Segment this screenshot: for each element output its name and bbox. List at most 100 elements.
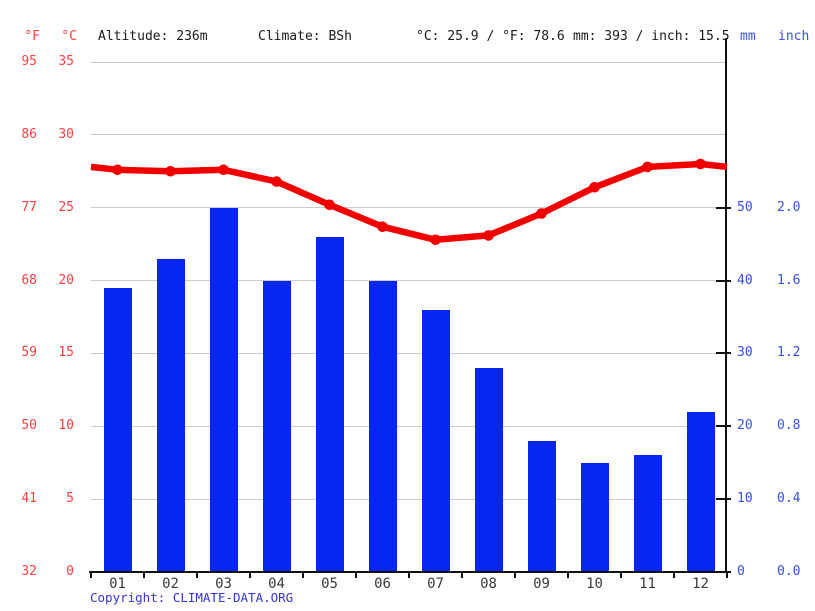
gridline xyxy=(91,134,727,136)
bottom-axis-tick xyxy=(461,571,463,578)
gridline xyxy=(91,425,727,427)
temperature-point xyxy=(536,208,547,219)
bottom-axis-tick xyxy=(514,571,516,578)
axis-label-mm: 30 xyxy=(737,345,753,361)
axis-label-c: 10 xyxy=(58,418,74,434)
precipitation-bar xyxy=(686,411,715,572)
copyright-label: Copyright: xyxy=(90,590,166,605)
axis-label-c: 0 xyxy=(66,564,74,579)
precipitation-bar xyxy=(156,258,185,572)
bottom-axis xyxy=(89,571,729,573)
header-temperature-summary: °C: 25.9 / °F: 78.6 xyxy=(416,29,565,44)
month-label: 09 xyxy=(533,576,550,592)
axis-label-mm: 40 xyxy=(737,272,753,288)
right-axis-tick xyxy=(716,498,731,501)
axis-label-inch: 0.0 xyxy=(777,564,801,579)
precipitation-bar xyxy=(209,207,238,572)
month-label: 10 xyxy=(586,576,603,592)
copyright: Copyright: CLIMATE-DATA.ORG xyxy=(90,590,293,606)
bottom-axis-tick xyxy=(143,571,145,578)
axis-label-f: 50 xyxy=(21,418,37,434)
axis-label-inch: 0.8 xyxy=(777,418,801,434)
header-unit-inch: inch xyxy=(778,29,810,44)
axis-label-inch: 1.6 xyxy=(777,272,801,288)
gridline xyxy=(91,280,727,282)
temperature-point xyxy=(324,199,335,211)
precipitation-bar xyxy=(368,280,397,572)
month-label: 03 xyxy=(215,576,232,592)
temperature-point xyxy=(218,164,229,176)
axis-label-inch: 1.2 xyxy=(777,345,801,361)
month-label: 07 xyxy=(427,576,444,592)
right-axis-tick xyxy=(716,425,731,428)
month-label: 06 xyxy=(374,576,391,592)
header-unit-c: °C xyxy=(61,29,77,44)
month-label: 05 xyxy=(321,576,338,592)
axis-label-f: 77 xyxy=(21,199,37,215)
precipitation-bar xyxy=(527,440,556,572)
axis-label-f: 59 xyxy=(21,345,37,361)
gridline xyxy=(91,498,727,500)
bottom-axis-tick xyxy=(726,571,728,578)
temperature-polyline xyxy=(90,160,728,244)
temperature-point xyxy=(642,161,653,173)
axis-label-f: 86 xyxy=(21,126,37,142)
axis-label-mm: 20 xyxy=(737,418,753,434)
axis-label-mm: 50 xyxy=(737,199,753,215)
axis-label-f: 68 xyxy=(21,272,37,288)
right-axis-tick xyxy=(716,279,731,282)
precipitation-bar xyxy=(474,368,503,572)
axis-label-mm: 0 xyxy=(737,564,745,579)
bottom-axis-tick xyxy=(196,571,198,578)
bottom-axis-tick xyxy=(673,571,675,578)
temperature-point xyxy=(430,234,441,246)
header-precipitation-summary: mm: 393 / inch: 15.5 xyxy=(573,29,730,44)
axis-label-c: 15 xyxy=(58,345,74,361)
gridline xyxy=(91,61,727,63)
axis-label-f: 41 xyxy=(21,491,37,507)
header-unit-mm: mm xyxy=(740,29,756,44)
precipitation-bar xyxy=(633,455,662,572)
header-unit-f: °F xyxy=(24,29,40,44)
bottom-axis-tick xyxy=(408,571,410,578)
copyright-link[interactable]: CLIMATE-DATA.ORG xyxy=(172,590,294,605)
month-label: 11 xyxy=(639,576,656,592)
gridline xyxy=(91,207,727,209)
gridline xyxy=(91,352,727,354)
bottom-axis-tick xyxy=(355,571,357,578)
month-label: 08 xyxy=(480,576,497,592)
right-axis-tick xyxy=(716,352,731,355)
month-label: 01 xyxy=(109,576,126,592)
header-altitude: Altitude: 236m xyxy=(98,29,208,44)
month-label: 04 xyxy=(268,576,285,592)
bottom-axis-tick xyxy=(302,571,304,578)
bottom-axis-tick xyxy=(620,571,622,578)
header-climate: Climate: BSh xyxy=(258,29,352,44)
axis-label-c: 30 xyxy=(58,126,74,142)
temperature-point xyxy=(271,176,282,187)
precipitation-bar xyxy=(421,309,450,572)
right-axis xyxy=(725,38,727,573)
axis-label-c: 20 xyxy=(58,272,74,288)
axis-label-c: 25 xyxy=(58,199,74,215)
axis-label-inch: 2.0 xyxy=(777,199,801,215)
bottom-axis-tick xyxy=(90,571,92,578)
temperature-point xyxy=(165,166,176,177)
temperature-point xyxy=(377,221,388,232)
bottom-axis-tick xyxy=(567,571,569,578)
right-axis-tick xyxy=(716,206,731,209)
temperature-point xyxy=(112,164,123,176)
precipitation-bar xyxy=(315,236,344,572)
axis-label-inch: 0.4 xyxy=(777,491,801,507)
precipitation-bar xyxy=(580,462,609,572)
bottom-axis-tick xyxy=(249,571,251,578)
axis-label-mm: 10 xyxy=(737,491,753,507)
precipitation-bar xyxy=(103,287,132,572)
temperature-point xyxy=(483,230,494,241)
month-label: 02 xyxy=(162,576,179,592)
axis-label-f: 95 xyxy=(21,54,37,69)
precipitation-bar xyxy=(262,280,291,572)
axis-label-c: 5 xyxy=(66,491,74,507)
temperature-point xyxy=(695,158,706,170)
